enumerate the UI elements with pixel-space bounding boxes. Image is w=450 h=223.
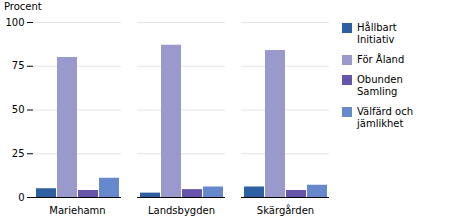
html-text:För Åland: För Åland <box>357 54 405 65</box>
svg-text:0: 0 <box>18 192 24 203</box>
svg-text:100: 100 <box>5 17 24 28</box>
html-text:Välfärd och jämlikhet: Välfärd och jämlikhet <box>357 106 413 129</box>
svg-text:50: 50 <box>12 104 25 115</box>
svg-text:75: 75 <box>12 60 25 71</box>
html-text:Obunden Samling: Obunden Samling <box>357 74 403 97</box>
svg-text:Landsbygden: Landsbygden <box>148 205 215 216</box>
svg-text:Mariehamn: Mariehamn <box>49 205 105 216</box>
svg-text:25: 25 <box>12 148 25 159</box>
svg-text:Skärgården: Skärgården <box>257 204 314 216</box>
html-text:Hållbart Initiativ: Hållbart Initiativ <box>357 22 397 45</box>
html-text:Procent: Procent <box>4 1 42 12</box>
